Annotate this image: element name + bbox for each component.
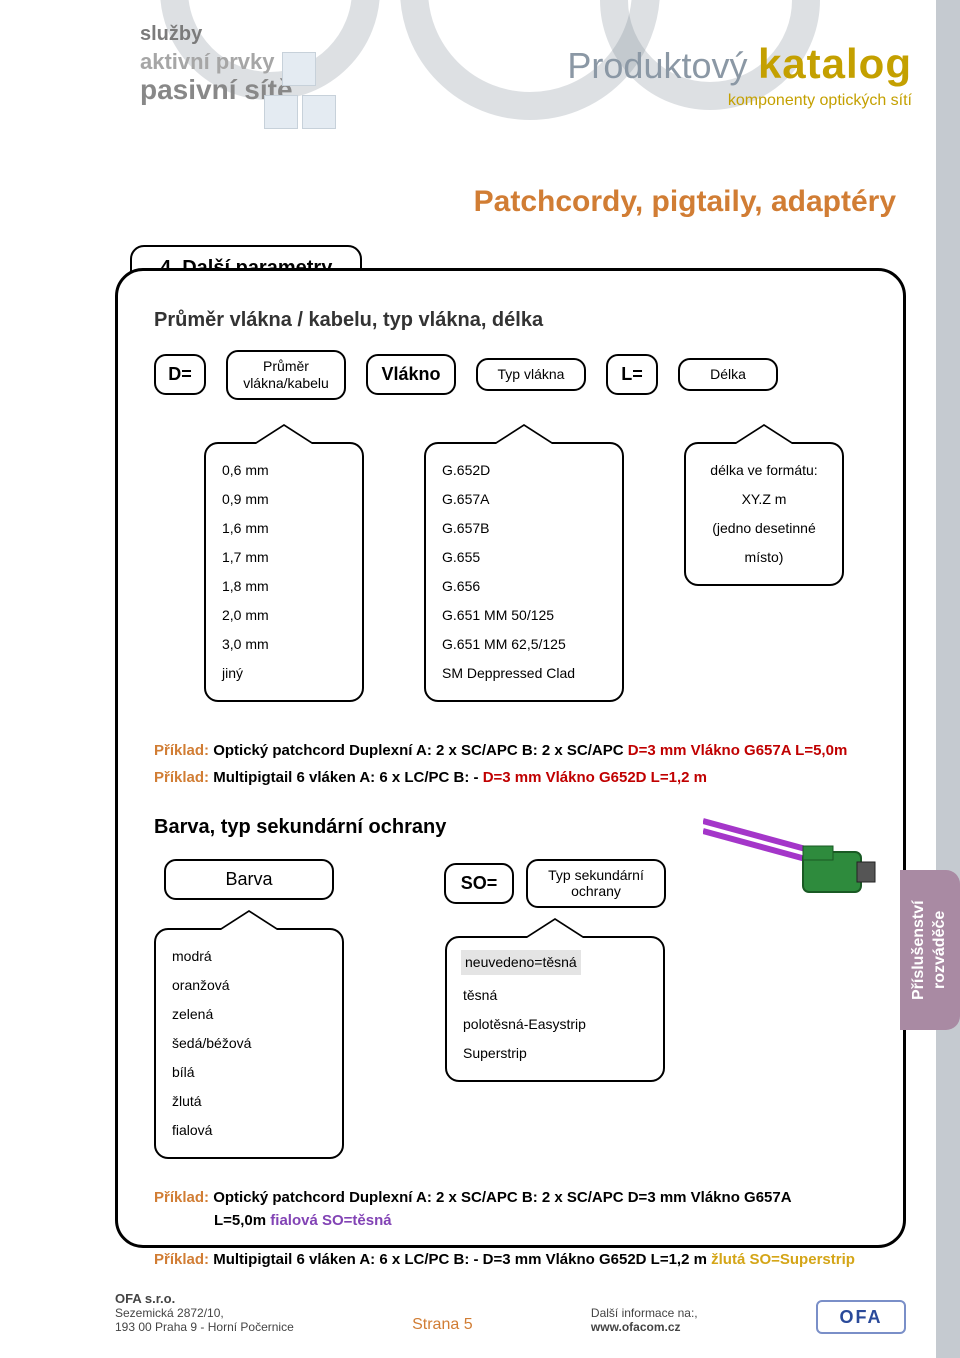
info-line: Další informace na:, <box>591 1306 698 1320</box>
example-text: L=5,0m <box>214 1212 270 1229</box>
callout-d: 0,6 mm 0,9 mm 1,6 mm 1,7 mm 1,8 mm 2,0 m… <box>204 424 364 702</box>
footer-info: Další informace na:, www.ofacom.cz <box>591 1306 698 1334</box>
connector-illustration-icon <box>703 816 883 906</box>
header-cubes-icon <box>280 50 338 136</box>
footer: OFA s.r.o. Sezemická 2872/10, 193 00 Pra… <box>115 1291 906 1334</box>
so-item: polotěsná-Easystrip <box>461 1010 649 1039</box>
example-highlight: D=3 mm Vlákno G652D L=1,2 m <box>483 769 707 786</box>
page-number: Strana 5 <box>412 1316 472 1334</box>
example-2: Příklad: Multipigtail 6 vláken A: 6 x LC… <box>154 769 867 786</box>
so-box: neuvedeno=těsná těsná polotěsná-Easystri… <box>445 936 665 1082</box>
l-line: XY.Z m <box>700 485 828 514</box>
d-item: 0,9 mm <box>220 485 348 514</box>
d-item: 0,6 mm <box>220 456 348 485</box>
barva-item: oranžová <box>170 971 328 1000</box>
example-text: Multipigtail 6 vláken A: 6 x LC/PC B: - … <box>209 1251 711 1268</box>
so-highlight: neuvedeno=těsná <box>461 950 581 975</box>
catalog-subtitle: komponenty optických sítí <box>567 92 912 110</box>
example-highlight: žlutá SO=Superstrip <box>711 1251 855 1268</box>
barva-item: šedá/béžová <box>170 1029 328 1058</box>
example-highlight: D=3 mm Vlákno G657A L=5,0m <box>628 742 848 759</box>
vlakno-item: G.651 MM 62,5/125 <box>440 630 608 659</box>
example-1: Příklad: Optický patchcord Duplexní A: 2… <box>154 742 867 759</box>
example-4: Příklad: Multipigtail 6 vláken A: 6 x LC… <box>154 1251 867 1268</box>
so-label: SO= <box>444 863 514 904</box>
example-prefix: Příklad: <box>154 1189 209 1206</box>
callout-d-box: 0,6 mm 0,9 mm 1,6 mm 1,7 mm 1,8 mm 2,0 m… <box>204 442 364 702</box>
header-word-1: služby <box>140 20 293 48</box>
company-name: OFA s.r.o. <box>115 1291 294 1306</box>
d-item: 3,0 mm <box>220 630 348 659</box>
header-left-words: služby aktivní prvky pasivní sítě <box>140 20 293 104</box>
callout-vlakno-box: G.652D G.657A G.657B G.655 G.656 G.651 M… <box>424 442 624 702</box>
side-tab: Příslušenství rozváděče <box>900 870 960 1030</box>
so-desc: Typ sekundární ochrany <box>526 859 666 909</box>
barva-item: zelená <box>170 1000 328 1029</box>
example-text: Optický patchcord Duplexní A: 2 x SC/APC… <box>209 1189 792 1206</box>
content-frame: Průměr vlákna / kabelu, typ vlákna, délk… <box>115 268 906 1248</box>
callout-l-box: délka ve formátu: XY.Z m (jedno desetinn… <box>684 442 844 586</box>
callout-l: délka ve formátu: XY.Z m (jedno desetinn… <box>684 424 844 702</box>
d-label: D= <box>154 354 206 395</box>
side-tab-label: Příslušenství rozváděče <box>909 900 951 1000</box>
barva-item: žlutá <box>170 1087 328 1116</box>
l-line: místo) <box>700 543 828 572</box>
header-right: Produktový katalog komponenty optických … <box>567 40 912 110</box>
barva-item: modrá <box>170 942 328 971</box>
d-item: 2,0 mm <box>220 601 348 630</box>
barva-box: modrá oranžová zelená šedá/béžová bílá ž… <box>154 928 344 1159</box>
so-column: SO= Typ sekundární ochrany neuvedeno=těs… <box>444 859 666 1083</box>
example-prefix: Příklad: <box>154 1251 209 1268</box>
example-prefix: Příklad: <box>154 769 209 786</box>
callouts-row: 0,6 mm 0,9 mm 1,6 mm 1,7 mm 1,8 mm 2,0 m… <box>204 424 867 702</box>
header: služby aktivní prvky pasivní sítě Produk… <box>100 0 936 160</box>
vlakno-desc: Typ vlákna <box>476 358 586 391</box>
vlakno-label: Vlákno <box>366 354 456 395</box>
example-text: Multipigtail 6 vláken A: 6 x LC/PC B: - <box>209 769 483 786</box>
l-label: L= <box>606 354 658 395</box>
so-item: těsná <box>461 981 649 1010</box>
address-line: 193 00 Praha 9 - Horní Počernice <box>115 1320 294 1334</box>
barva-column: Barva modrá oranžová zelená šedá/béžová … <box>154 859 344 1159</box>
callout-vlakno: G.652D G.657A G.657B G.655 G.656 G.651 M… <box>424 424 624 702</box>
vlakno-item: G.651 MM 50/125 <box>440 601 608 630</box>
vlakno-item: G.652D <box>440 456 608 485</box>
address-line: Sezemická 2872/10, <box>115 1306 294 1320</box>
l-desc: Délka <box>678 358 778 391</box>
l-line: délka ve formátu: <box>700 456 828 485</box>
logo-icon: OFA <box>816 1300 906 1334</box>
so-item: Superstrip <box>461 1039 649 1068</box>
d-item: jiný <box>220 659 348 688</box>
document-page: služby aktivní prvky pasivní sítě Produk… <box>0 0 960 1358</box>
info-url: www.ofacom.cz <box>591 1320 698 1334</box>
example-text: Optický patchcord Duplexní A: 2 x SC/APC… <box>209 742 628 759</box>
barva-label: Barva <box>164 859 334 900</box>
barva-item: fialová <box>170 1116 328 1145</box>
vlakno-item: SM Deppressed Clad <box>440 659 608 688</box>
footer-address: OFA s.r.o. Sezemická 2872/10, 193 00 Pra… <box>115 1291 294 1334</box>
vlakno-item: G.655 <box>440 543 608 572</box>
d-item: 1,7 mm <box>220 543 348 572</box>
subsection-heading-1: Průměr vlákna / kabelu, typ vlákna, délk… <box>154 309 867 332</box>
example-highlight: fialová SO=těsná <box>270 1212 391 1229</box>
example-prefix: Příklad: <box>154 742 209 759</box>
catalog-word-2: katalog <box>758 40 912 87</box>
d-item: 1,6 mm <box>220 514 348 543</box>
vlakno-item: G.657B <box>440 514 608 543</box>
vlakno-item: G.656 <box>440 572 608 601</box>
page-title: Patchcordy, pigtaily, adaptéry <box>474 185 896 219</box>
d-desc: Průměr vlákna/kabelu <box>226 350 346 400</box>
barva-item: bílá <box>170 1058 328 1087</box>
example-3: Příklad: Optický patchcord Duplexní A: 2… <box>154 1189 867 1206</box>
vlakno-item: G.657A <box>440 485 608 514</box>
header-word-2: aktivní prvky <box>140 48 293 76</box>
example-3-line2: L=5,0m fialová SO=těsná <box>214 1212 867 1229</box>
parameter-row: D= Průměr vlákna/kabelu Vlákno Typ vlákn… <box>154 350 867 400</box>
catalog-word-1: Produktový <box>567 45 747 86</box>
l-line: (jedno desetinné <box>700 514 828 543</box>
d-item: 1,8 mm <box>220 572 348 601</box>
